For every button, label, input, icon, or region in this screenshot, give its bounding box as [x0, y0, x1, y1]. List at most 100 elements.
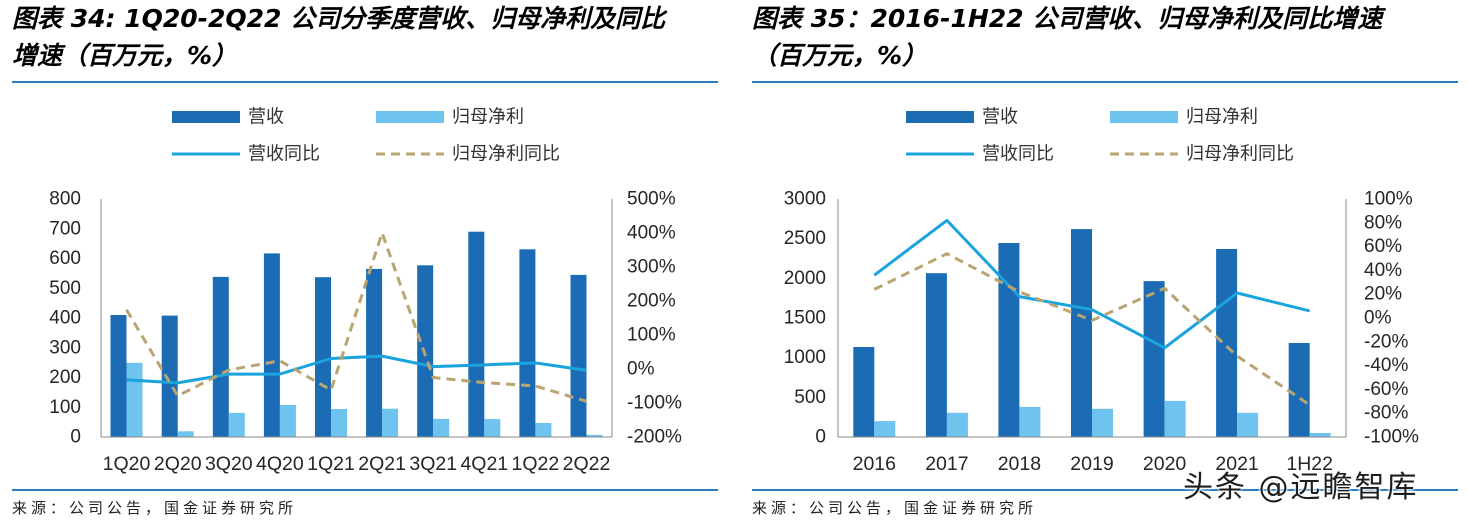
y-left-tick-label: 800 — [49, 189, 81, 210]
revenue-bar — [366, 268, 383, 437]
revenue-bar — [468, 231, 485, 437]
revenue-bar — [161, 315, 178, 437]
net-profit-bar — [535, 423, 552, 437]
revenue-yoy-line — [873, 218, 1311, 350]
chart-title-line: （百万元，%） — [752, 41, 928, 70]
y-left-tick-label: 200 — [49, 367, 81, 388]
net-profit-bar — [946, 412, 968, 437]
y-left-tick-label: 100 — [49, 397, 81, 418]
net-profit-bar — [1164, 400, 1186, 437]
revenue-yoy-line — [126, 354, 587, 385]
chart-title: 图表 34: 1Q20-2Q22 公司分季度营收、归母净利及同比 增速（百万元，… — [12, 0, 724, 74]
y-left-tick-label: 0 — [815, 427, 826, 448]
legend-label: 营收同比 — [982, 144, 1054, 165]
title-divider — [752, 81, 1458, 83]
source-divider — [752, 489, 1458, 491]
y-right-tick-label: 100% — [627, 325, 676, 346]
net-profit-bar — [228, 412, 245, 437]
y-right-tick-label: 400% — [627, 223, 676, 244]
source-divider — [12, 489, 718, 491]
legend-swatch — [906, 111, 974, 123]
y-right-tick-label: -200% — [627, 427, 682, 448]
y-left-tick-label: 500 — [49, 278, 81, 299]
y-left-tick-label: 1000 — [784, 347, 826, 368]
x-tick-label: 1Q22 — [512, 453, 560, 475]
legend-label: 归母净利同比 — [452, 144, 560, 165]
revenue-bar — [1143, 281, 1165, 437]
revenue-bar — [998, 243, 1020, 437]
y-right-tick-label: -20% — [1364, 331, 1408, 352]
x-tick-label: 2017 — [925, 453, 968, 475]
legend-label: 营收 — [248, 107, 284, 128]
legend-item-net-profit-yoy: 归母净利同比 — [376, 144, 560, 165]
x-tick-label: 2Q21 — [358, 453, 406, 475]
source-note: 来源：公司公告，国金证券研究所 — [752, 499, 1038, 517]
x-tick-label: 1H22 — [1286, 453, 1333, 475]
net-profit-bar — [1237, 412, 1259, 437]
legend-item-net-profit: 归母净利 — [376, 107, 524, 128]
title-divider — [12, 81, 718, 83]
quarterly-chart-panel: 图表 34: 1Q20-2Q22 公司分季度营收、归母净利及同比 增速（百万元，… — [12, 0, 724, 517]
net-profit-bar — [1309, 433, 1331, 437]
chart-title-line: 增速（百万元，%） — [12, 41, 238, 70]
y-right-tick-label: 0% — [627, 359, 655, 380]
net-profit-bar — [279, 404, 296, 437]
net-profit-bar — [586, 434, 603, 437]
net-profit-bar — [433, 418, 450, 437]
revenue-bar — [519, 249, 536, 437]
net-profit-yoy-line — [125, 231, 587, 403]
x-tick-label: 2020 — [1143, 453, 1187, 475]
legend-label: 营收 — [982, 107, 1018, 128]
net-profit-yoy-line — [873, 252, 1311, 407]
y-left-tick-label: 3000 — [784, 189, 826, 210]
y-left-tick-label: 600 — [49, 248, 81, 269]
y-left-tick-label: 2000 — [784, 268, 826, 289]
y-right-tick-label: -100% — [1364, 427, 1419, 448]
annual-chart-panel: 图表 35：2016-1H22 公司营收、归母净利及同比增速 （百万元，%） 0… — [734, 0, 1468, 522]
legend-swatch — [376, 111, 444, 123]
net-profit-bar — [382, 408, 399, 437]
net-profit-bar — [126, 362, 143, 437]
y-right-tick-label: 0% — [1364, 308, 1392, 329]
y-right-tick-label: 200% — [627, 291, 676, 312]
y-right-tick-label: -40% — [1364, 355, 1408, 376]
y-right-tick-label: 80% — [1364, 212, 1402, 233]
x-tick-label: 1Q20 — [103, 453, 151, 475]
x-tick-label: 4Q20 — [256, 453, 304, 475]
y-right-tick-label: 20% — [1364, 284, 1402, 305]
y-left-tick-label: 2500 — [784, 228, 826, 249]
revenue-bar — [315, 277, 331, 437]
x-tick-label: 2018 — [998, 453, 1041, 475]
x-tick-label: 2016 — [853, 453, 896, 475]
y-right-tick-label: 300% — [627, 257, 676, 278]
x-tick-label: 3Q21 — [409, 453, 457, 475]
y-left-tick-label: 1500 — [784, 308, 826, 329]
net-profit-bar — [1019, 406, 1041, 437]
y-right-tick-label: -80% — [1364, 403, 1408, 424]
y-left-tick-label: 300 — [49, 337, 81, 358]
x-tick-label: 4Q21 — [460, 453, 508, 475]
annual-combo-chart: 0 500 1000 1500 2000 2500 3000 -100% -80% -60% -40… — [784, 107, 1419, 476]
legend-item-revenue-yoy: 营收同比 — [906, 144, 1054, 165]
revenue-bar — [1216, 249, 1238, 437]
chart-title: 图表 35：2016-1H22 公司营收、归母净利及同比增速 （百万元，%） — [752, 0, 1464, 74]
revenue-bar — [570, 274, 587, 437]
bars-layer — [110, 231, 603, 437]
legend-swatch — [1110, 111, 1178, 123]
x-tick-label: 1Q21 — [307, 453, 355, 475]
revenue-bar — [212, 276, 229, 437]
y-left-tick-label: 700 — [49, 218, 81, 239]
bars-layer — [853, 229, 1331, 437]
y-right-tick-label: -100% — [627, 393, 682, 414]
x-tick-label: 3Q20 — [205, 453, 253, 475]
net-profit-bar — [331, 409, 347, 437]
y-left-tick-label: 400 — [49, 308, 81, 329]
y-right-tick-label: -60% — [1364, 379, 1408, 400]
revenue-bar — [1071, 229, 1092, 437]
revenue-bar — [853, 347, 875, 437]
net-profit-bar — [484, 419, 501, 437]
legend-label: 归母净利 — [1186, 107, 1258, 128]
legend-swatch — [172, 111, 240, 123]
x-tick-label: 2021 — [1215, 453, 1258, 475]
chart-title-line: 图表 34: 1Q20-2Q22 公司分季度营收、归母净利及同比 — [12, 4, 666, 33]
